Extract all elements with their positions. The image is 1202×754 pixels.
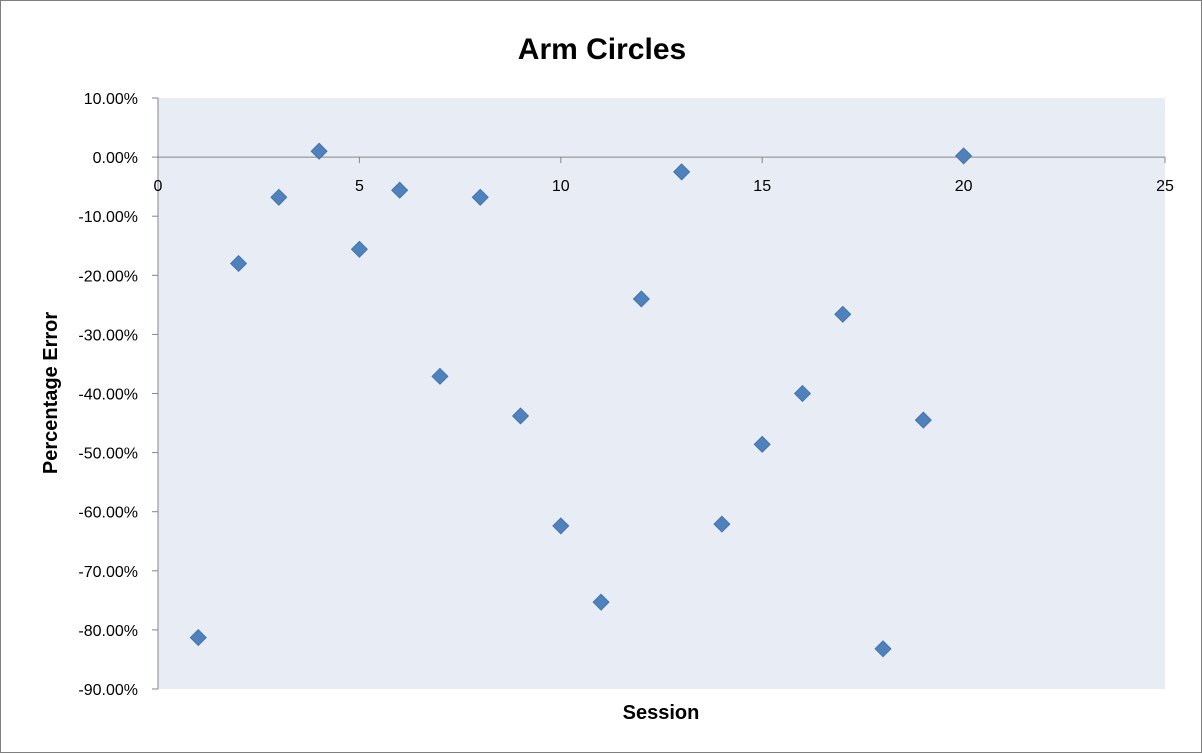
x-tick-label: 5 (355, 178, 364, 195)
data-point-marker (793, 384, 812, 403)
data-point-marker (270, 188, 288, 206)
y-tick-label: -20.00% (78, 268, 138, 285)
y-tick-label: 10.00% (84, 91, 138, 108)
data-point-marker (552, 517, 570, 535)
y-tick-label: -30.00% (78, 327, 138, 344)
y-axis-title: Percentage Error (40, 312, 62, 475)
y-tick-label: 0.00% (93, 150, 138, 167)
data-point-marker (471, 188, 489, 206)
data-point-marker (229, 254, 248, 273)
x-axis-ticks: 0 5 10 15 20 25 (154, 157, 1174, 195)
chart-title: Arm Circles (518, 33, 686, 66)
data-point-marker (955, 147, 973, 165)
x-axis-title: Session (623, 702, 700, 724)
x-tick-label: 10 (552, 178, 570, 195)
y-tick-label: -90.00% (78, 682, 138, 699)
y-axis-ticks: 10.00% 0.00% -10.00% -20.00% -30.00% -40.00% -… (78, 91, 158, 699)
y-tick-label: -10.00% (78, 209, 138, 226)
data-point-marker (753, 435, 771, 453)
data-point-marker (431, 367, 449, 385)
y-tick-label: -60.00% (78, 505, 138, 522)
y-tick-label: -40.00% (78, 387, 138, 404)
data-point-marker (511, 407, 530, 425)
data-point-marker (310, 142, 328, 160)
data-point-marker (350, 240, 368, 258)
data-point-marker (914, 411, 932, 429)
x-tick-label: 15 (753, 178, 771, 195)
data-points (189, 142, 973, 658)
data-point-marker (673, 163, 691, 181)
y-tick-label: -80.00% (78, 623, 138, 640)
x-tick-label: 25 (1156, 178, 1174, 195)
x-tick-label: 0 (154, 178, 163, 195)
data-point-marker (834, 305, 852, 323)
data-point-marker (391, 181, 409, 199)
data-point-marker (632, 290, 650, 308)
data-point-marker (189, 629, 207, 647)
y-tick-label: -50.00% (78, 446, 138, 463)
plot-area (158, 98, 1165, 689)
data-point-marker (874, 640, 892, 658)
data-point-marker (713, 515, 731, 533)
data-point-marker (592, 593, 610, 611)
x-tick-label: 20 (955, 178, 973, 195)
y-tick-label: -70.00% (78, 564, 138, 581)
